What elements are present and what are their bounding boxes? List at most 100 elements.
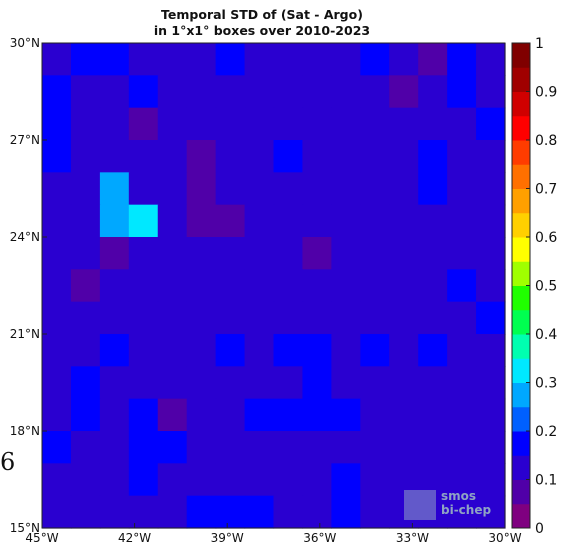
heatmap-cell	[273, 463, 304, 497]
colorbar-segment	[512, 334, 530, 359]
heatmap-cell	[128, 463, 159, 497]
heatmap-cell	[186, 301, 217, 335]
heatmap-cell	[273, 334, 304, 367]
heatmap-cell	[215, 204, 246, 238]
heatmap-cell	[244, 495, 275, 529]
heatmap-cell	[42, 366, 72, 400]
heatmap-cell	[186, 75, 217, 109]
colorbar-segment	[512, 382, 530, 408]
heatmap-cell	[331, 334, 361, 367]
heatmap-cell	[389, 301, 419, 335]
heatmap-cell	[244, 75, 275, 109]
heatmap-cell	[244, 43, 275, 76]
heatmap-cell	[447, 237, 477, 270]
colorbar-tick-label: 0.4	[535, 327, 557, 343]
heatmap-cell	[418, 204, 448, 238]
heatmap-cell	[157, 75, 188, 109]
heatmap-cell	[447, 140, 477, 173]
heatmap-cell	[476, 204, 506, 238]
heatmap-cell	[476, 495, 506, 529]
heatmap-cell	[42, 463, 72, 497]
heatmap-cell	[302, 463, 332, 497]
heatmap-cell	[244, 398, 275, 432]
heatmap-cell	[70, 269, 101, 303]
heatmap-cell	[331, 463, 361, 497]
heatmap-cell	[302, 107, 332, 141]
heatmap-cell	[331, 172, 361, 206]
heatmap-cell	[302, 366, 332, 400]
heatmap-cell	[331, 495, 361, 529]
heatmap-cell	[302, 269, 332, 303]
x-tick-label: 33°W	[396, 531, 429, 545]
heatmap-cell	[215, 172, 246, 206]
heatmap-cell	[42, 75, 72, 109]
heatmap-cell	[70, 495, 101, 529]
heatmap-cell	[389, 75, 419, 109]
heatmap-cell	[389, 172, 419, 206]
heatmap-cell	[244, 301, 275, 335]
colorbar-segment	[512, 237, 530, 262]
heatmap-cell	[128, 398, 159, 432]
heatmap-cell	[157, 140, 188, 173]
heatmap-cell	[99, 140, 130, 173]
heatmap-cell	[244, 463, 275, 497]
heatmap-cell	[128, 204, 159, 238]
y-tick-label: 15°N	[10, 521, 40, 535]
heatmap-cell	[447, 398, 477, 432]
heatmap-cell	[157, 237, 188, 270]
heatmap-cell	[273, 75, 304, 109]
heatmap-cell	[389, 269, 419, 303]
heatmap-cell	[418, 334, 448, 367]
heatmap-cell	[447, 204, 477, 238]
x-tick-label: 36°W	[303, 531, 336, 545]
heatmap-cell	[128, 75, 159, 109]
heatmap-cell	[244, 172, 275, 206]
heatmap-cell	[302, 204, 332, 238]
heatmap-cell	[215, 463, 246, 497]
heatmap-cell	[302, 140, 332, 173]
heatmap-cell	[215, 495, 246, 529]
heatmap-cell	[360, 334, 390, 367]
heatmap-cell	[476, 237, 506, 270]
heatmap-cell	[157, 398, 188, 432]
heatmap-cell	[302, 172, 332, 206]
heatmap-cell	[360, 431, 390, 464]
heatmap-cell	[476, 398, 506, 432]
heatmap-cell	[215, 366, 246, 400]
colorbar-segment	[512, 91, 530, 117]
heatmap-cell	[447, 172, 477, 206]
heatmap-cell	[99, 237, 130, 270]
heatmap-cell	[273, 431, 304, 464]
heatmap-cell	[70, 43, 101, 76]
heatmap-cell	[186, 172, 217, 206]
heatmap-cell	[360, 366, 390, 400]
heatmap-cell	[42, 269, 72, 303]
heatmap-cell	[273, 398, 304, 432]
heatmap-cell	[215, 398, 246, 432]
heatmap-cell	[215, 269, 246, 303]
colorbar-tick-label: 0.2	[535, 424, 557, 440]
heatmap-cell	[331, 269, 361, 303]
colorbar-segment	[512, 358, 530, 383]
heatmap-cell	[389, 107, 419, 141]
heatmap-cell	[42, 237, 72, 270]
heatmap-cell	[157, 366, 188, 400]
colorbar-segment	[512, 212, 530, 238]
heatmap-cell	[42, 204, 72, 238]
x-tick-label: 42°W	[118, 531, 151, 545]
colorbar-segment	[512, 164, 530, 189]
heatmap-cell	[244, 366, 275, 400]
chart-title-line1: Temporal STD of (Sat - Argo)	[161, 7, 363, 22]
heatmap-cell	[418, 75, 448, 109]
heatmap-cell	[331, 107, 361, 141]
heatmap-cell	[360, 237, 390, 270]
x-tick-label: 30°W	[488, 531, 521, 545]
heatmap-cell	[447, 301, 477, 335]
heatmap-cell	[99, 463, 130, 497]
heatmap-cell	[331, 237, 361, 270]
heatmap-cell	[476, 431, 506, 464]
heatmap-cell	[128, 269, 159, 303]
heatmap-cell	[273, 204, 304, 238]
heatmap-cell	[42, 301, 72, 335]
heatmap-cell	[418, 140, 448, 173]
